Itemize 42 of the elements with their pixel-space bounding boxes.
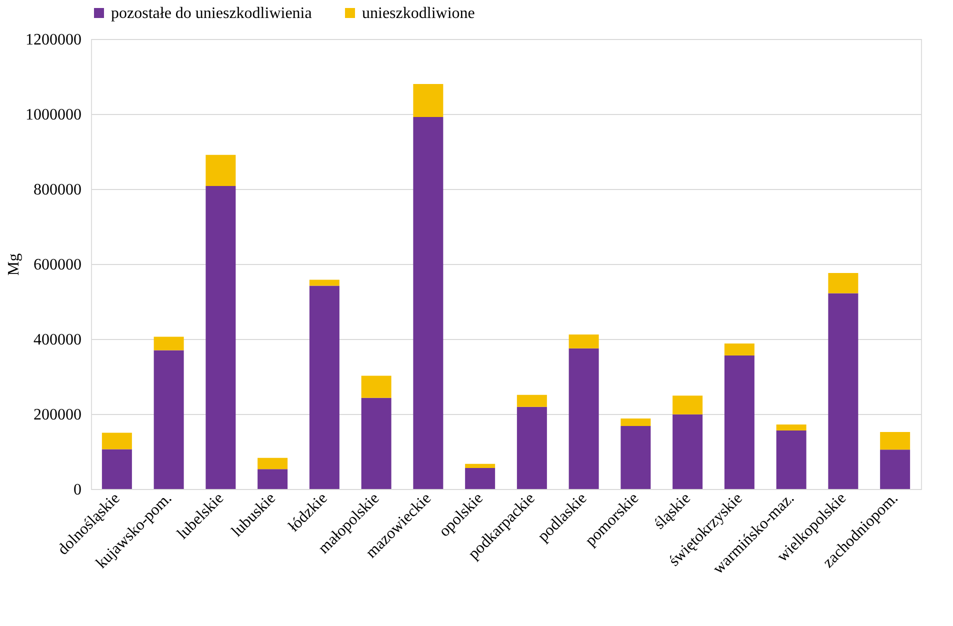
- bar: [102, 449, 132, 489]
- bar: [361, 376, 392, 398]
- bar: [620, 426, 651, 489]
- bar: [465, 468, 496, 489]
- bar: [828, 273, 858, 294]
- bar: [413, 84, 444, 117]
- bar: [672, 414, 703, 489]
- bar: [465, 464, 496, 468]
- bar: [102, 432, 132, 450]
- bar: [568, 348, 599, 489]
- bar: [309, 280, 340, 286]
- bar: [568, 334, 599, 348]
- legend-label: pozostałe do unieszkodliwienia: [111, 5, 312, 22]
- bar: [258, 458, 288, 470]
- y-tick-label: 1200000: [26, 32, 82, 48]
- bar: [672, 396, 703, 414]
- y-axis-title: Mg: [6, 253, 22, 276]
- bar: [776, 430, 806, 489]
- bar: [206, 154, 236, 186]
- bar: [516, 406, 547, 489]
- y-tick-label: 400000: [34, 332, 82, 348]
- bar: [516, 394, 547, 407]
- y-tick-label: 800000: [34, 182, 82, 198]
- bar: [154, 336, 184, 350]
- y-tick-label: 600000: [34, 256, 82, 274]
- bar: [154, 350, 184, 489]
- y-tick-label: 0: [74, 482, 82, 498]
- bar: [828, 293, 858, 489]
- bar: [724, 356, 754, 489]
- legend-label: unieszkodliwione: [362, 5, 475, 22]
- bar: [776, 424, 806, 430]
- bar: [413, 117, 444, 489]
- bar: [880, 432, 910, 450]
- bar: [620, 418, 651, 426]
- bar: [258, 469, 288, 489]
- bar: [206, 186, 236, 489]
- y-tick-label: 200000: [34, 406, 82, 424]
- bar: [361, 398, 392, 489]
- bar: [309, 286, 340, 489]
- bar: [880, 450, 910, 489]
- bar: [724, 344, 754, 356]
- y-tick-label: 1000000: [26, 106, 82, 124]
